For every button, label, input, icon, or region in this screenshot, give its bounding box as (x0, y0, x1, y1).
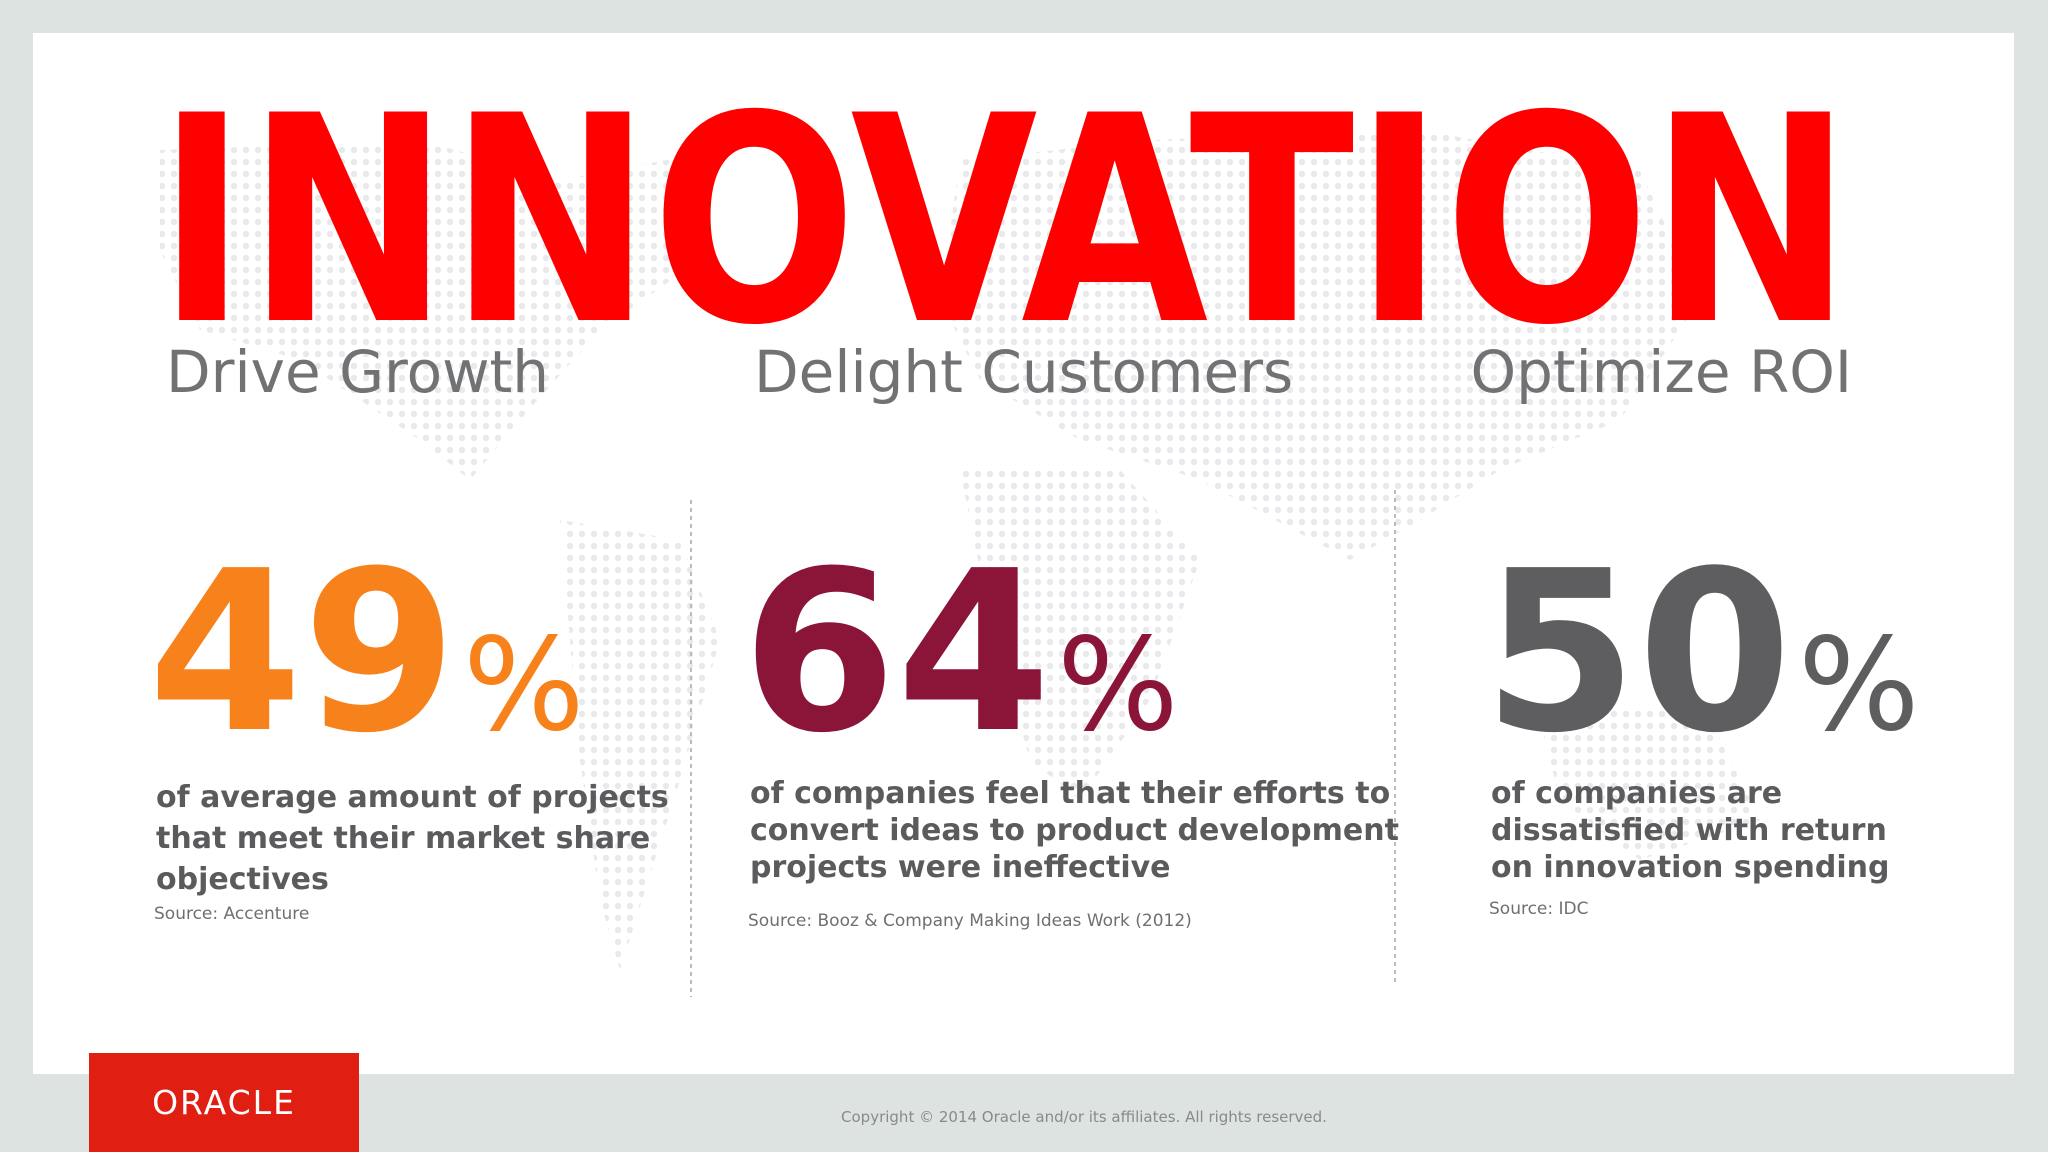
stat-unit: % (1798, 611, 1920, 760)
description-line: projects were ineffective (750, 850, 1171, 885)
stat: 49% (148, 524, 585, 782)
pillar-heading: Drive Growth (166, 338, 549, 406)
source: Source: IDC (1489, 899, 1589, 919)
stat-value: 50 (1483, 524, 1792, 782)
title: INNOVATION (157, 56, 1852, 388)
pillar-heading: Optimize ROI (1470, 338, 1852, 406)
stat: 50% (1483, 524, 1920, 782)
stat: 64% (742, 524, 1179, 782)
source: Source: Accenture (154, 904, 309, 924)
stat-value: 49 (148, 524, 457, 782)
description-line: of companies feel that their efforts to (750, 776, 1390, 811)
source: Source: Booz & Company Making Ideas Work… (748, 911, 1192, 931)
copyright: Copyright © 2014 Oracle and/or its affil… (841, 1108, 1327, 1126)
logo: ORACLE (152, 1083, 296, 1122)
description-line: objectives (156, 862, 329, 897)
stat-unit: % (1057, 611, 1179, 760)
description-line: of average amount of projects (156, 780, 669, 815)
description-line: dissatisfied with return (1491, 813, 1887, 848)
description-line: that meet their market share (156, 821, 650, 856)
stat-value: 64 (742, 524, 1051, 782)
logo-box (89, 1053, 359, 1152)
pillar-heading: Delight Customers (754, 338, 1293, 406)
stat-unit: % (463, 611, 585, 760)
description-line: on innovation spending (1491, 850, 1889, 885)
world-map (160, 130, 1760, 970)
description-line: convert ideas to product development (750, 813, 1399, 848)
description-line: of companies are (1491, 776, 1782, 811)
